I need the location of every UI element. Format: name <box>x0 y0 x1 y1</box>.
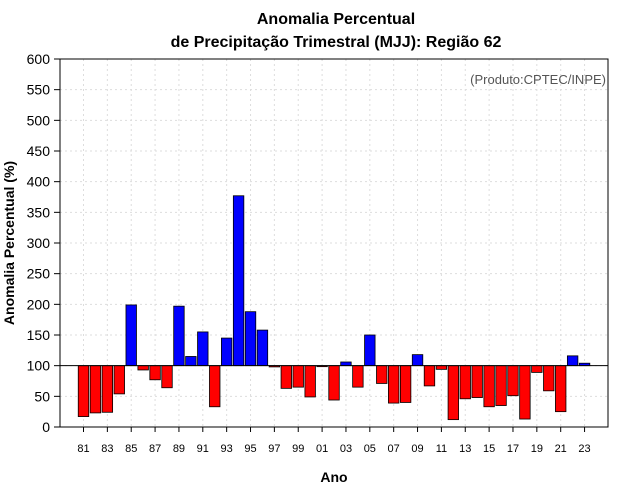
y-axis-label: Anomalia Percentual (%) <box>1 161 17 325</box>
bar-02 <box>328 365 340 401</box>
x-tick-label: 15 <box>483 443 495 455</box>
bar-96 <box>256 329 269 367</box>
bar-04 <box>352 365 364 388</box>
y-tick-label: 600 <box>27 51 51 67</box>
y-tick-label: 400 <box>27 174 51 190</box>
x-tick-label: 21 <box>555 443 567 455</box>
y-tick-label: 200 <box>27 296 51 312</box>
bar-89 <box>173 305 185 367</box>
x-axis: 81 83 85 87 89 91 93 95 97 99 01 03 05 07 09 11 13 15 17 19… <box>77 427 591 455</box>
bar-20 <box>543 365 555 392</box>
chart-title: Anomalia Percentual <box>257 11 415 28</box>
bar-84 <box>113 365 125 395</box>
bar-16 <box>495 365 507 406</box>
bar-93 <box>221 337 233 367</box>
y-tick-label: 500 <box>27 112 51 128</box>
bar-11 <box>435 365 448 370</box>
x-tick-label: 11 <box>436 443 447 455</box>
bar-22 <box>566 355 579 367</box>
x-tick-label: 03 <box>340 443 352 455</box>
bars <box>77 195 591 421</box>
bar-13 <box>459 365 471 400</box>
bar-18 <box>519 365 531 420</box>
bar-14 <box>471 365 483 398</box>
y-tick-label: 250 <box>27 266 51 282</box>
bar-95 <box>244 311 257 367</box>
x-tick-label: 89 <box>173 443 185 455</box>
x-axis-label: Ano <box>320 469 347 485</box>
y-tick-label: 550 <box>27 82 51 98</box>
x-tick-label: 05 <box>364 443 376 455</box>
bar-19 <box>531 365 543 373</box>
bar-92 <box>209 365 221 408</box>
x-tick-label: 81 <box>77 443 89 455</box>
x-tick-label: 13 <box>459 443 471 455</box>
bar-17 <box>507 365 519 397</box>
bar-86 <box>137 365 149 371</box>
bar-83 <box>101 365 114 413</box>
bar-82 <box>89 365 102 414</box>
x-tick-label: 85 <box>125 443 137 455</box>
bar-05 <box>364 334 376 367</box>
bar-88 <box>161 365 173 389</box>
y-tick-label: 50 <box>34 388 50 404</box>
bar-15 <box>483 365 495 408</box>
bar-03 <box>340 361 352 367</box>
bar-90 <box>185 356 197 367</box>
x-tick-label: 83 <box>101 443 113 455</box>
x-tick-label: 93 <box>221 443 233 455</box>
x-tick-label: 01 <box>316 443 328 455</box>
x-tick-label: 09 <box>411 443 423 455</box>
y-axis: 0 50 100 150 200 250 300 350 400 450 500 550 600 <box>27 51 60 435</box>
bar-08 <box>399 365 412 403</box>
y-tick-label: 350 <box>27 204 51 220</box>
y-tick-label: 100 <box>27 358 51 374</box>
chart-subtitle: de Precipitação Trimestral (MJJ): Região… <box>171 34 502 51</box>
source-annotation: (Produto:CPTEC/INPE) <box>470 72 606 87</box>
y-tick-label: 450 <box>27 143 51 159</box>
x-tick-label: 95 <box>244 443 256 455</box>
x-tick-label: 19 <box>531 443 543 455</box>
bar-87 <box>149 365 161 381</box>
bar-94 <box>232 195 245 367</box>
bar-85 <box>125 304 137 367</box>
bar-06 <box>376 365 388 384</box>
bar-07 <box>388 365 400 404</box>
bar-91 <box>197 331 209 367</box>
y-tick-label: 300 <box>27 235 51 251</box>
x-tick-label: 23 <box>578 443 590 455</box>
x-tick-label: 07 <box>388 443 400 455</box>
x-tick-label: 87 <box>149 443 161 455</box>
bar-98 <box>280 365 292 389</box>
bar-99 <box>292 365 304 388</box>
x-tick-label: 99 <box>292 443 304 455</box>
y-tick-label: 150 <box>27 327 51 343</box>
bar-81 <box>77 365 90 417</box>
bar-21 <box>555 365 567 413</box>
x-tick-label: 97 <box>268 443 280 455</box>
bar-09 <box>411 354 424 367</box>
x-tick-label: 17 <box>507 443 519 455</box>
bar-00 <box>304 365 316 398</box>
bar-12 <box>447 365 459 421</box>
x-tick-label: 91 <box>197 443 209 455</box>
y-tick-label: 0 <box>42 419 50 435</box>
bar-10 <box>423 365 436 387</box>
